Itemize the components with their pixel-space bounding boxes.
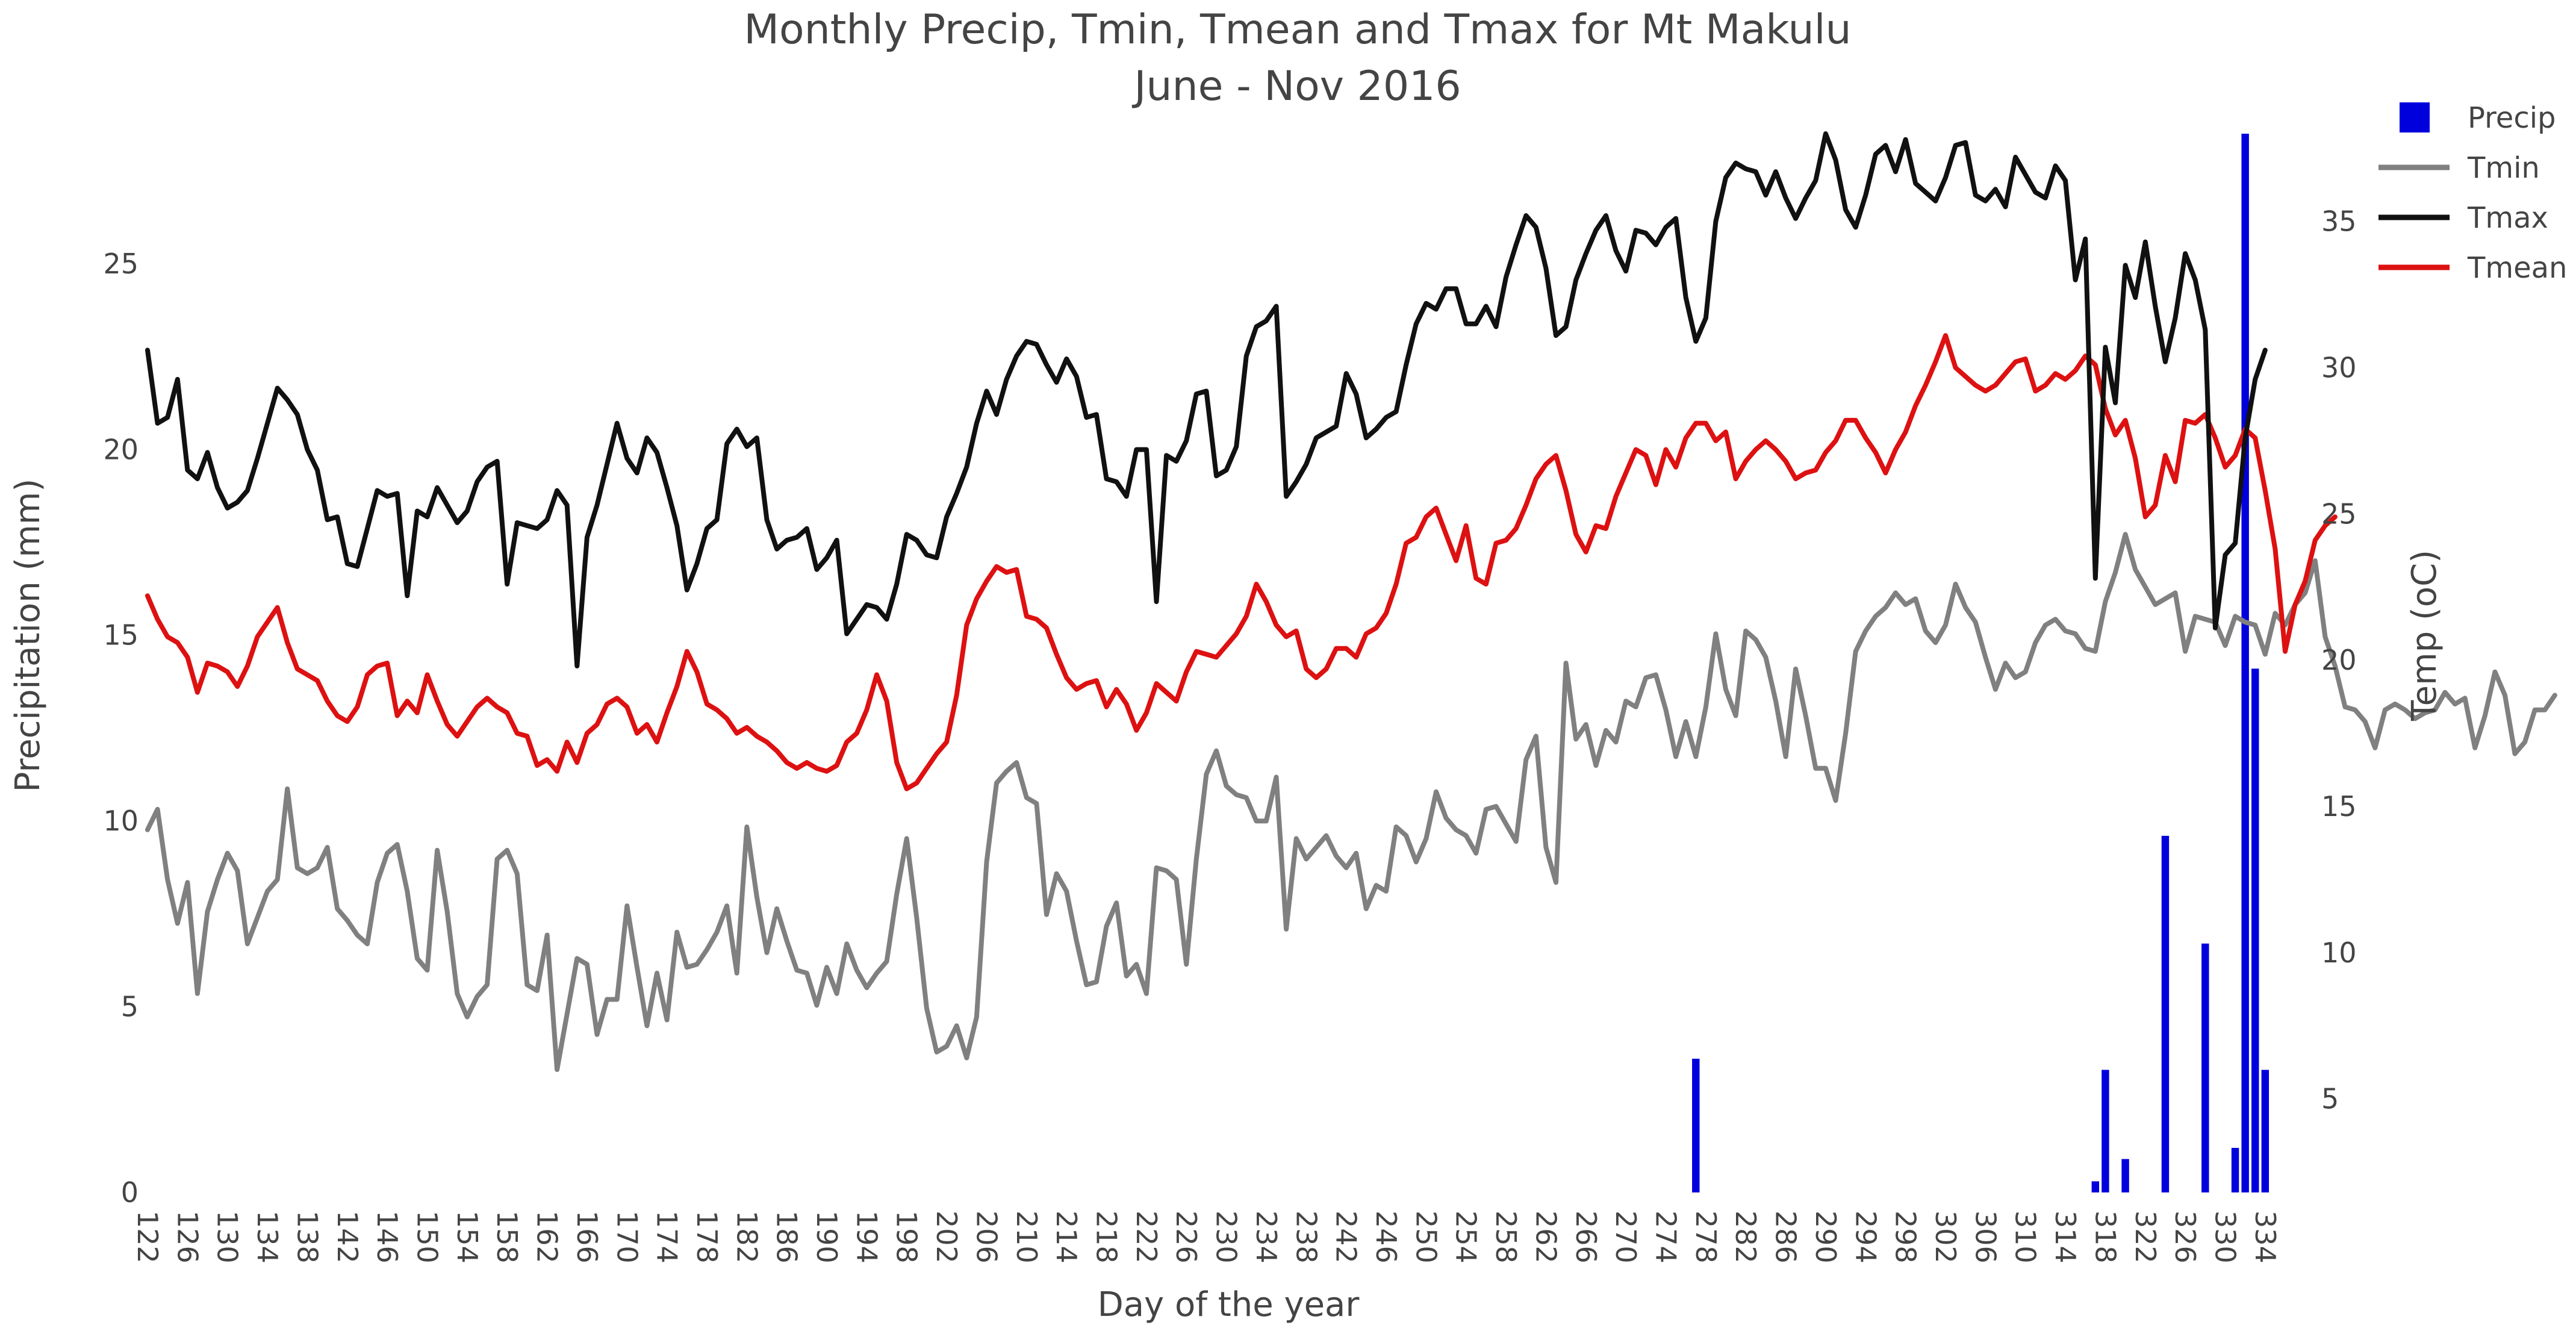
x-tick-label: 218 xyxy=(1090,1211,1123,1264)
y-right-tick-label: 15 xyxy=(2321,790,2357,823)
x-tick-label: 146 xyxy=(371,1211,403,1264)
precip-bar xyxy=(2091,1181,2100,1192)
y-right-tick-label: 20 xyxy=(2321,644,2357,676)
x-tick-label: 210 xyxy=(1010,1211,1043,1264)
x-tick-label: 234 xyxy=(1250,1211,1283,1264)
x-tick-label: 162 xyxy=(531,1211,564,1264)
legend-precip-swatch xyxy=(2400,102,2430,132)
x-tick-label: 170 xyxy=(611,1211,643,1264)
legend-tmax-label: Tmax xyxy=(2467,201,2548,235)
precip-bar xyxy=(2121,1159,2129,1192)
x-tick-label: 250 xyxy=(1410,1211,1442,1264)
x-tick-label: 278 xyxy=(1690,1211,1722,1264)
x-tick-label: 242 xyxy=(1330,1211,1363,1264)
precip-bar xyxy=(2241,134,2249,1192)
y-left-tick-label: 10 xyxy=(103,805,138,837)
x-tick-label: 262 xyxy=(1529,1211,1562,1264)
x-tick-label: 202 xyxy=(930,1211,963,1264)
tmean-line xyxy=(145,333,2338,791)
x-tick-label: 122 xyxy=(131,1211,164,1264)
x-tick-label: 306 xyxy=(1969,1211,2002,1264)
x-tick-label: 254 xyxy=(1450,1211,1482,1264)
y-right-tick-label: 30 xyxy=(2321,352,2357,384)
precip-bar xyxy=(2201,943,2209,1192)
x-tick-label: 190 xyxy=(810,1211,843,1264)
precip-bar xyxy=(2231,1147,2239,1192)
x-tick-label: 194 xyxy=(850,1211,883,1264)
tmax-line xyxy=(145,131,2268,668)
legend-tmean-label: Tmean xyxy=(2467,251,2567,285)
x-tick-label: 286 xyxy=(1770,1211,1802,1264)
x-tick-label: 222 xyxy=(1130,1211,1163,1264)
x-tick-label: 274 xyxy=(1649,1211,1682,1264)
x-tick-label: 246 xyxy=(1370,1211,1402,1264)
x-tick-label: 154 xyxy=(451,1211,484,1264)
x-tick-label: 150 xyxy=(411,1211,443,1264)
x-tick-label: 322 xyxy=(2129,1211,2162,1264)
x-tick-label: 298 xyxy=(1890,1211,1922,1264)
x-tick-label: 126 xyxy=(171,1211,204,1264)
y-right-tick-label: 5 xyxy=(2321,1083,2339,1115)
y-right-tick-label: 35 xyxy=(2321,205,2357,238)
y-right-tick-label: 25 xyxy=(2321,497,2357,530)
x-tick-label: 334 xyxy=(2249,1211,2282,1264)
x-tick-label: 134 xyxy=(251,1211,284,1264)
y-axis-left-label: Precipitation (mm) xyxy=(8,479,48,793)
x-tick-label: 266 xyxy=(1570,1211,1602,1264)
x-tick-label: 166 xyxy=(571,1211,603,1264)
y-left-tick-label: 5 xyxy=(121,991,138,1023)
x-tick-label: 290 xyxy=(1809,1211,1842,1264)
x-tick-label: 314 xyxy=(2049,1211,2082,1264)
x-tick-label: 238 xyxy=(1290,1211,1322,1264)
x-tick-label: 182 xyxy=(730,1211,763,1264)
x-tick-label: 198 xyxy=(891,1211,923,1264)
legend: Precip Tmin Tmax Tmean xyxy=(2378,101,2567,285)
y-left-tick-label: 25 xyxy=(103,248,138,280)
y-left-tick-label: 15 xyxy=(103,619,138,652)
y-axis-right-label: Temp (oC) xyxy=(2405,550,2444,721)
x-tick-label: 214 xyxy=(1050,1211,1083,1264)
x-tick-label: 330 xyxy=(2209,1211,2241,1264)
y-left-tick-label: 0 xyxy=(121,1176,138,1209)
precip-bars xyxy=(1692,134,2270,1192)
legend-precip-label: Precip xyxy=(2468,101,2556,135)
precip-bar xyxy=(2161,835,2170,1192)
x-tick-label: 302 xyxy=(1929,1211,1962,1264)
x-tick-label: 142 xyxy=(331,1211,364,1264)
y-left-tick-label: 20 xyxy=(103,433,138,466)
precip-bar xyxy=(1692,1058,1700,1192)
x-tick-label: 326 xyxy=(2169,1211,2201,1264)
precip-bar xyxy=(2251,668,2259,1192)
x-tick-label: 178 xyxy=(691,1211,723,1264)
tmin-line xyxy=(145,532,2557,1072)
chart-title: Monthly Precip, Tmin, Tmean and Tmax for… xyxy=(744,6,1851,54)
x-tick-label: 130 xyxy=(211,1211,244,1264)
x-tick-label: 294 xyxy=(1849,1211,1882,1264)
x-tick-label: 230 xyxy=(1210,1211,1243,1264)
temperature-lines xyxy=(145,131,2557,1072)
x-tick-label: 282 xyxy=(1729,1211,1762,1264)
x-tick-label: 186 xyxy=(771,1211,803,1264)
precip-bar xyxy=(2261,1070,2270,1192)
x-tick-label: 138 xyxy=(291,1211,323,1264)
x-axis-label: Day of the year xyxy=(1098,1285,1360,1324)
x-tick-label: 158 xyxy=(491,1211,523,1264)
x-tick-label: 226 xyxy=(1170,1211,1202,1264)
x-tick-label: 270 xyxy=(1610,1211,1642,1264)
x-tick-label: 174 xyxy=(651,1211,683,1264)
x-tick-label: 258 xyxy=(1490,1211,1522,1264)
x-tick-label: 206 xyxy=(970,1211,1003,1264)
x-tick-label: 318 xyxy=(2089,1211,2121,1264)
x-tick-label: 310 xyxy=(2009,1211,2042,1264)
chart-subtitle: June - Nov 2016 xyxy=(1131,63,1461,110)
legend-tmin-label: Tmin xyxy=(2467,151,2540,185)
precip-bar xyxy=(2102,1070,2109,1192)
y-right-tick-label: 10 xyxy=(2321,936,2357,969)
